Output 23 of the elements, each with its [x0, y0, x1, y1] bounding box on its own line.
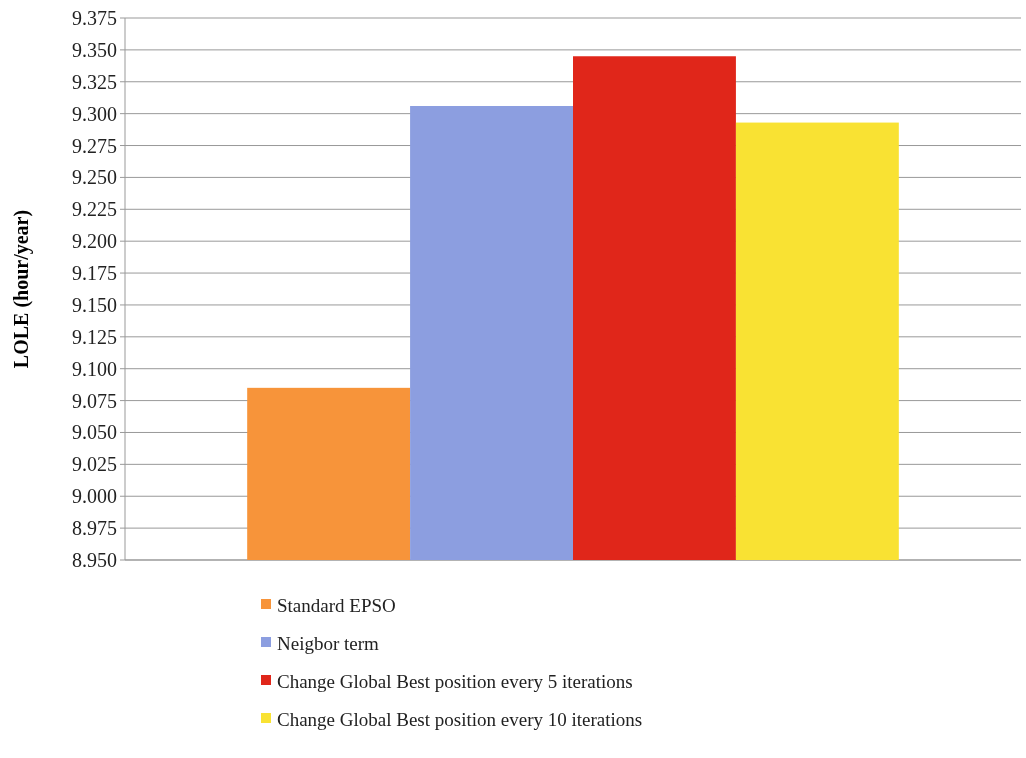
- y-tick-label: 8.950: [72, 549, 117, 571]
- legend-label: Standard EPSO: [277, 594, 396, 616]
- y-tick-label: 9.050: [72, 421, 117, 444]
- y-tick-label: 9.350: [72, 38, 117, 61]
- y-tick-label: 8.975: [72, 517, 117, 540]
- legend-label: Change Global Best position every 10 iterations: [277, 708, 643, 730]
- y-axis-title: LOLE (hour/year): [10, 209, 33, 369]
- y-tick-label: 9.075: [72, 389, 117, 412]
- legend-label: Neigbor term: [277, 632, 380, 654]
- y-tick-label: 9.175: [72, 262, 117, 285]
- legend-label: Change Global Best position every 5 iterations: [277, 670, 633, 692]
- y-tick-label: 9.275: [72, 134, 117, 157]
- y-tick-label: 9.250: [72, 166, 117, 189]
- y-tick-label: 9.300: [72, 102, 117, 125]
- y-tick-label: 9.000: [72, 485, 117, 508]
- y-tick-label: 9.325: [72, 70, 117, 93]
- y-tick-label: 9.225: [72, 198, 117, 221]
- y-tick-label: 9.200: [72, 230, 117, 253]
- y-tick-label: 9.150: [72, 293, 117, 316]
- y-tick-label: 9.100: [72, 357, 117, 380]
- y-tick-label: 9.375: [72, 7, 117, 29]
- y-tick-label: 9.025: [72, 453, 117, 476]
- y-tick-label: 9.125: [72, 325, 117, 348]
